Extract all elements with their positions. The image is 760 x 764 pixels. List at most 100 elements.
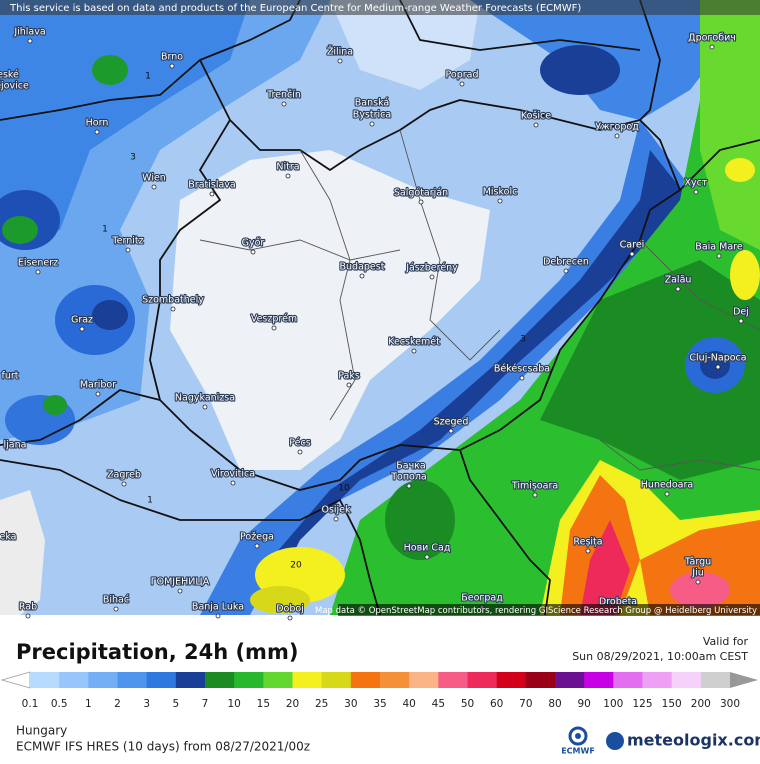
city-dot xyxy=(125,247,131,253)
city-label: Топола xyxy=(390,472,427,483)
legend-swatch xyxy=(496,672,527,688)
legend: 0.1 0.5 1 2 3 5 7 10 15 20 25 30 35 40 45 50 60 70 80 90 100… xyxy=(0,671,758,710)
city-label: Maribor xyxy=(80,380,116,391)
city-dot xyxy=(429,274,435,280)
title: Precipitation, 24h (mm) xyxy=(16,640,298,664)
legend-tick-label: 35 xyxy=(373,698,386,710)
city-dot xyxy=(715,364,721,370)
legend-swatch xyxy=(380,672,410,688)
city-label: Hunedoara xyxy=(641,480,693,491)
legend-tick-label: 1 xyxy=(85,698,92,710)
city-label: Szombathely xyxy=(142,295,204,306)
legend-swatch xyxy=(88,672,118,688)
legend-swatch xyxy=(321,672,352,688)
city-dot xyxy=(406,483,412,489)
legend-swatch xyxy=(30,672,60,688)
legend-tick-label: 3 xyxy=(143,698,150,710)
city-dot xyxy=(25,613,31,619)
city-label: Győr xyxy=(242,238,265,249)
legend-swatch xyxy=(350,672,381,688)
legend-swatch xyxy=(117,672,148,688)
city-dot xyxy=(95,391,101,397)
city-label: Doboj xyxy=(276,604,304,615)
legend-swatch xyxy=(175,672,206,688)
city-dot xyxy=(693,189,699,195)
legend-tick-label: 0.1 xyxy=(22,698,39,710)
legend-tick-label: 50 xyxy=(461,698,474,710)
city-dot xyxy=(170,306,176,312)
city-label: Jászberény xyxy=(405,263,458,274)
city-label: Osijek xyxy=(321,505,351,516)
city-dot xyxy=(281,101,287,107)
city-dot xyxy=(664,491,670,497)
city-label: Nitra xyxy=(276,162,299,173)
contour-label: 1 xyxy=(102,225,108,235)
city-label: Horn xyxy=(86,118,109,129)
city-label: Ternitz xyxy=(111,236,143,247)
legend-swatch xyxy=(584,672,614,688)
contour-label: 3 xyxy=(520,335,526,345)
city-label: Graz xyxy=(71,315,93,326)
brand: meteologix.com xyxy=(627,731,760,750)
valid-time: Sun 08/29/2021, 10:00am CEST xyxy=(572,650,748,663)
contour-label: 1 xyxy=(145,72,151,82)
city-label: furt xyxy=(2,371,19,382)
legend-tick-label: 45 xyxy=(432,698,445,710)
city-label: Szeged xyxy=(434,417,469,428)
city-dot xyxy=(215,613,221,619)
city-label: Békéscsaba xyxy=(494,364,550,375)
ecmwf-logo: ECMWF xyxy=(561,747,595,756)
legend-swatch xyxy=(700,672,731,688)
city-label: Budapest xyxy=(340,262,385,273)
city-label: Дрогобич xyxy=(688,33,736,44)
city-label: Cluj-Napoca xyxy=(689,353,746,364)
legend-swatch xyxy=(467,672,498,688)
legend-swatch xyxy=(263,672,293,688)
city-label: Jiu xyxy=(691,568,703,579)
city-label: Bratislava xyxy=(188,180,235,191)
city-label: Pécs xyxy=(289,438,310,449)
city-dot xyxy=(333,516,339,522)
city-label: ljana xyxy=(4,440,27,451)
contour-label: 1 xyxy=(147,496,153,506)
legend-tick-label: 90 xyxy=(577,698,590,710)
notice: This service is based on data and produc… xyxy=(9,3,581,14)
legend-swatch xyxy=(292,672,323,688)
city-dot xyxy=(585,548,591,554)
city-dot xyxy=(337,58,343,64)
city-dot xyxy=(424,554,430,560)
city-label: Zagreb xyxy=(107,470,141,481)
map xyxy=(0,0,760,616)
city-label: Nagykanizsa xyxy=(175,393,235,404)
city-label: Žilina xyxy=(327,46,353,58)
legend-swatch xyxy=(234,672,264,688)
city-label: Kecskemét xyxy=(388,337,440,348)
legend-tick-label: 125 xyxy=(632,698,652,710)
legend-swatch xyxy=(671,672,702,688)
ecmwf-icon xyxy=(568,726,588,746)
legend-swatch xyxy=(409,672,439,688)
city-label: Požega xyxy=(240,532,274,543)
city-label: Târgu xyxy=(684,557,711,568)
legend-swatch xyxy=(555,672,585,688)
city-label: Miskolc xyxy=(483,187,518,198)
city-label: Dej xyxy=(733,307,749,318)
legend-tick-label: 40 xyxy=(402,698,415,710)
city-dot xyxy=(94,129,100,135)
city-label: Trenčín xyxy=(266,90,301,101)
legend-tick-label: 30 xyxy=(344,698,357,710)
city-label: Bystrica xyxy=(353,110,391,121)
city-dot xyxy=(27,38,33,44)
contour-label: 3 xyxy=(130,153,136,163)
city-label: Virovitica xyxy=(211,469,255,480)
city-label: Timișoara xyxy=(511,481,558,492)
legend-tick-label: 200 xyxy=(691,698,711,710)
city-dot xyxy=(497,198,503,204)
city-label: Rab xyxy=(19,602,37,613)
attribution: Map data © OpenStreetMap contributors, r… xyxy=(315,606,757,616)
legend-swatch xyxy=(613,672,643,688)
city-label: eka xyxy=(0,532,17,543)
legend-swatch xyxy=(642,672,673,688)
city-dot xyxy=(532,492,538,498)
